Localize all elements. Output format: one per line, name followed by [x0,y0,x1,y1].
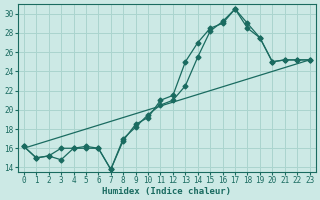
X-axis label: Humidex (Indice chaleur): Humidex (Indice chaleur) [102,187,231,196]
